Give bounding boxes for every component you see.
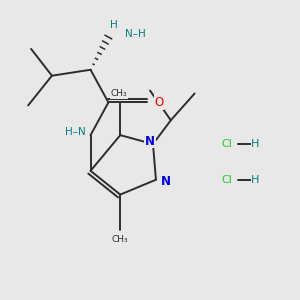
- Text: Cl: Cl: [222, 139, 233, 149]
- Text: N–H: N–H: [125, 29, 146, 39]
- Text: H–N: H–N: [65, 127, 86, 137]
- Text: N: N: [145, 135, 155, 148]
- Text: H: H: [110, 20, 118, 30]
- Text: O: O: [154, 96, 164, 109]
- Text: N: N: [161, 175, 171, 188]
- Text: Cl: Cl: [222, 175, 233, 185]
- Text: CH₃: CH₃: [110, 89, 127, 98]
- Text: CH₃: CH₃: [112, 235, 129, 244]
- Text: H: H: [251, 139, 260, 149]
- Text: H: H: [251, 175, 260, 185]
